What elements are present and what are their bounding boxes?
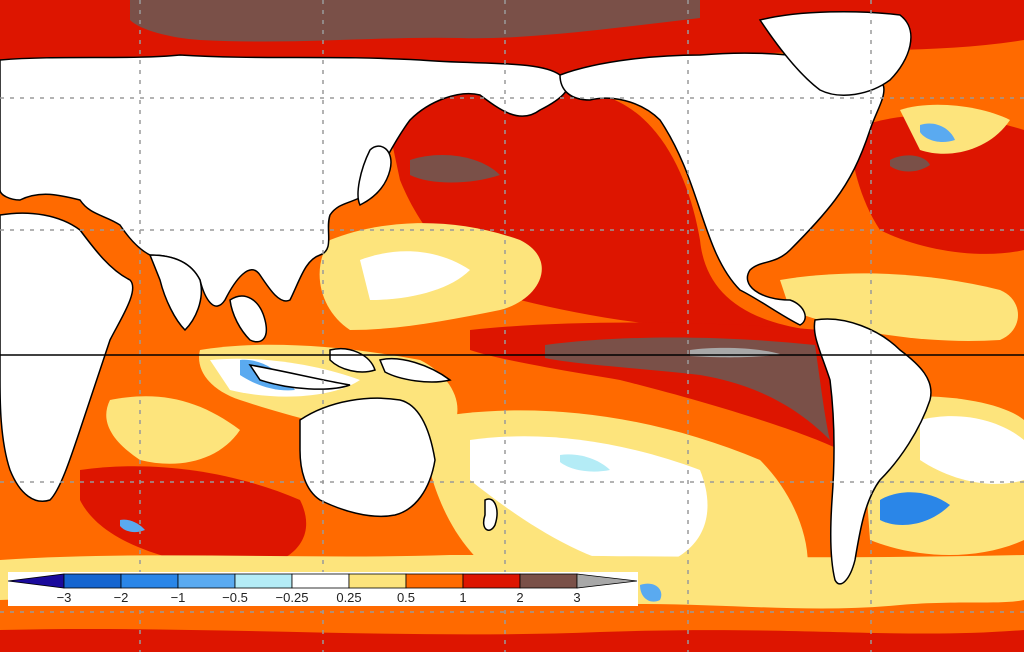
colorbar-bin xyxy=(177,573,236,589)
colorbar-arrow-high xyxy=(576,573,638,589)
colorbar-tick-label: 0.25 xyxy=(336,590,361,605)
colorbar-bin xyxy=(519,573,578,589)
colorbar-tick-label: −1 xyxy=(171,590,186,605)
colorbar-tick-label: −2 xyxy=(114,590,129,605)
colorbar-bin xyxy=(291,573,350,589)
land xyxy=(0,10,932,585)
colorbar-legend: −3 −2 −1 −0.5 −0.25 0.25 0.5 1 2 3 xyxy=(8,572,638,606)
colorbar-tick-label: −3 xyxy=(57,590,72,605)
colorbar-tick-label: 2 xyxy=(516,590,523,605)
colorbar-bin xyxy=(63,573,122,589)
colorbar-bin xyxy=(405,573,464,589)
colorbar-tick-label: −0.25 xyxy=(276,590,309,605)
colorbar-bin xyxy=(120,573,179,589)
colorbar-tick-label: 0.5 xyxy=(397,590,415,605)
colorbar-bin xyxy=(462,573,521,589)
colorbar-bin xyxy=(234,573,293,589)
colorbar-tick-label: 3 xyxy=(573,590,580,605)
colorbar-tick-label: 1 xyxy=(459,590,466,605)
colorbar-tick-label: −0.5 xyxy=(222,590,248,605)
colorbar-bin xyxy=(348,573,407,589)
